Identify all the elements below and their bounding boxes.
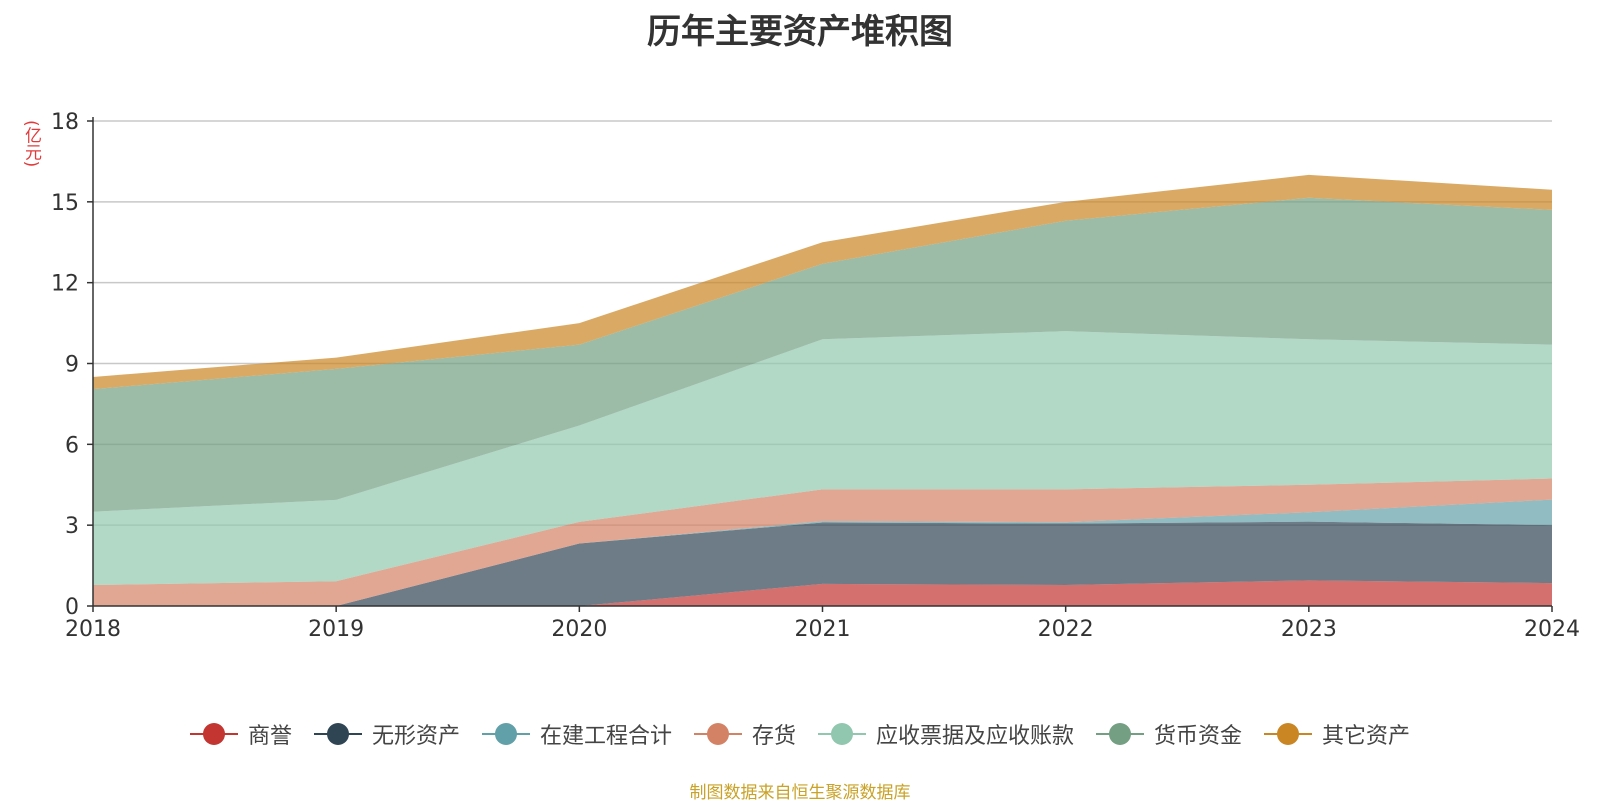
legend-label: 应收票据及应收账款: [876, 724, 1075, 749]
legend-label: 货币资金: [1154, 724, 1243, 749]
legend-item[interactable]: 无形资产: [313, 718, 460, 750]
y-tick-label: 0: [65, 595, 79, 620]
y-axis-unit-label: (亿元): [21, 120, 41, 168]
axes: [87, 117, 1553, 612]
area-series-2[interactable]: [93, 499, 1552, 606]
legend-marker-icon: [481, 722, 530, 746]
area-series-3[interactable]: [93, 478, 1552, 606]
x-tick-label: 2018: [65, 617, 121, 642]
area-layer: [93, 174, 1552, 606]
legend-label: 存货: [751, 724, 796, 749]
legend-item[interactable]: 应收票据及应收账款: [818, 718, 1074, 750]
x-tick-label: 2024: [1524, 617, 1580, 642]
legend-item[interactable]: 货币资金: [1096, 718, 1242, 750]
y-tick-label: 18: [51, 110, 79, 135]
area-series-1[interactable]: [93, 521, 1552, 606]
legend-item[interactable]: 存货: [693, 718, 796, 750]
x-tick-label: 2022: [1038, 617, 1094, 642]
legend-item[interactable]: 商誉: [189, 718, 292, 750]
legend-marker-icon: [189, 722, 238, 746]
legend-marker-icon: [693, 722, 742, 746]
legend-label: 无形资产: [371, 724, 460, 749]
y-tick-label: 15: [51, 191, 79, 216]
legend: 商誉 无形资产 在建工程合计 存货 应收票据及应收账款 货币资金 其它资产: [0, 718, 1600, 750]
y-tick-label: 6: [65, 433, 79, 458]
area-series-6[interactable]: [93, 174, 1552, 390]
x-tick-label: 2020: [551, 617, 607, 642]
legend-item[interactable]: 其它资产: [1264, 718, 1410, 750]
area-series-5[interactable]: [93, 197, 1552, 512]
area-series-0[interactable]: [93, 580, 1552, 606]
legend-marker-icon: [1264, 722, 1313, 746]
legend-item[interactable]: 在建工程合计: [481, 718, 672, 750]
legend-label: 在建工程合计: [539, 724, 672, 749]
legend-label: 其它资产: [1322, 724, 1411, 749]
x-tick-label: 2019: [308, 617, 364, 642]
legend-marker-icon: [818, 722, 866, 746]
tick-labels: 0 3 6 9 12 15 18 2018 2019 2020 2021 2022 2023 2024: [51, 110, 1580, 642]
y-tick-label: 3: [65, 514, 79, 539]
x-tick-label: 2023: [1281, 617, 1337, 642]
x-tick-label: 2021: [795, 617, 851, 642]
area-series-4[interactable]: [93, 331, 1552, 585]
y-tick-label: 9: [65, 353, 79, 378]
chart-title: 历年主要资产堆积图: [647, 12, 953, 52]
source-note: 制图数据来自恒生聚源数据库: [689, 783, 911, 803]
legend-label: 商誉: [247, 724, 292, 749]
y-tick-label: 12: [51, 272, 79, 297]
legend-marker-icon: [313, 722, 362, 746]
legend-marker-icon: [1096, 722, 1145, 746]
